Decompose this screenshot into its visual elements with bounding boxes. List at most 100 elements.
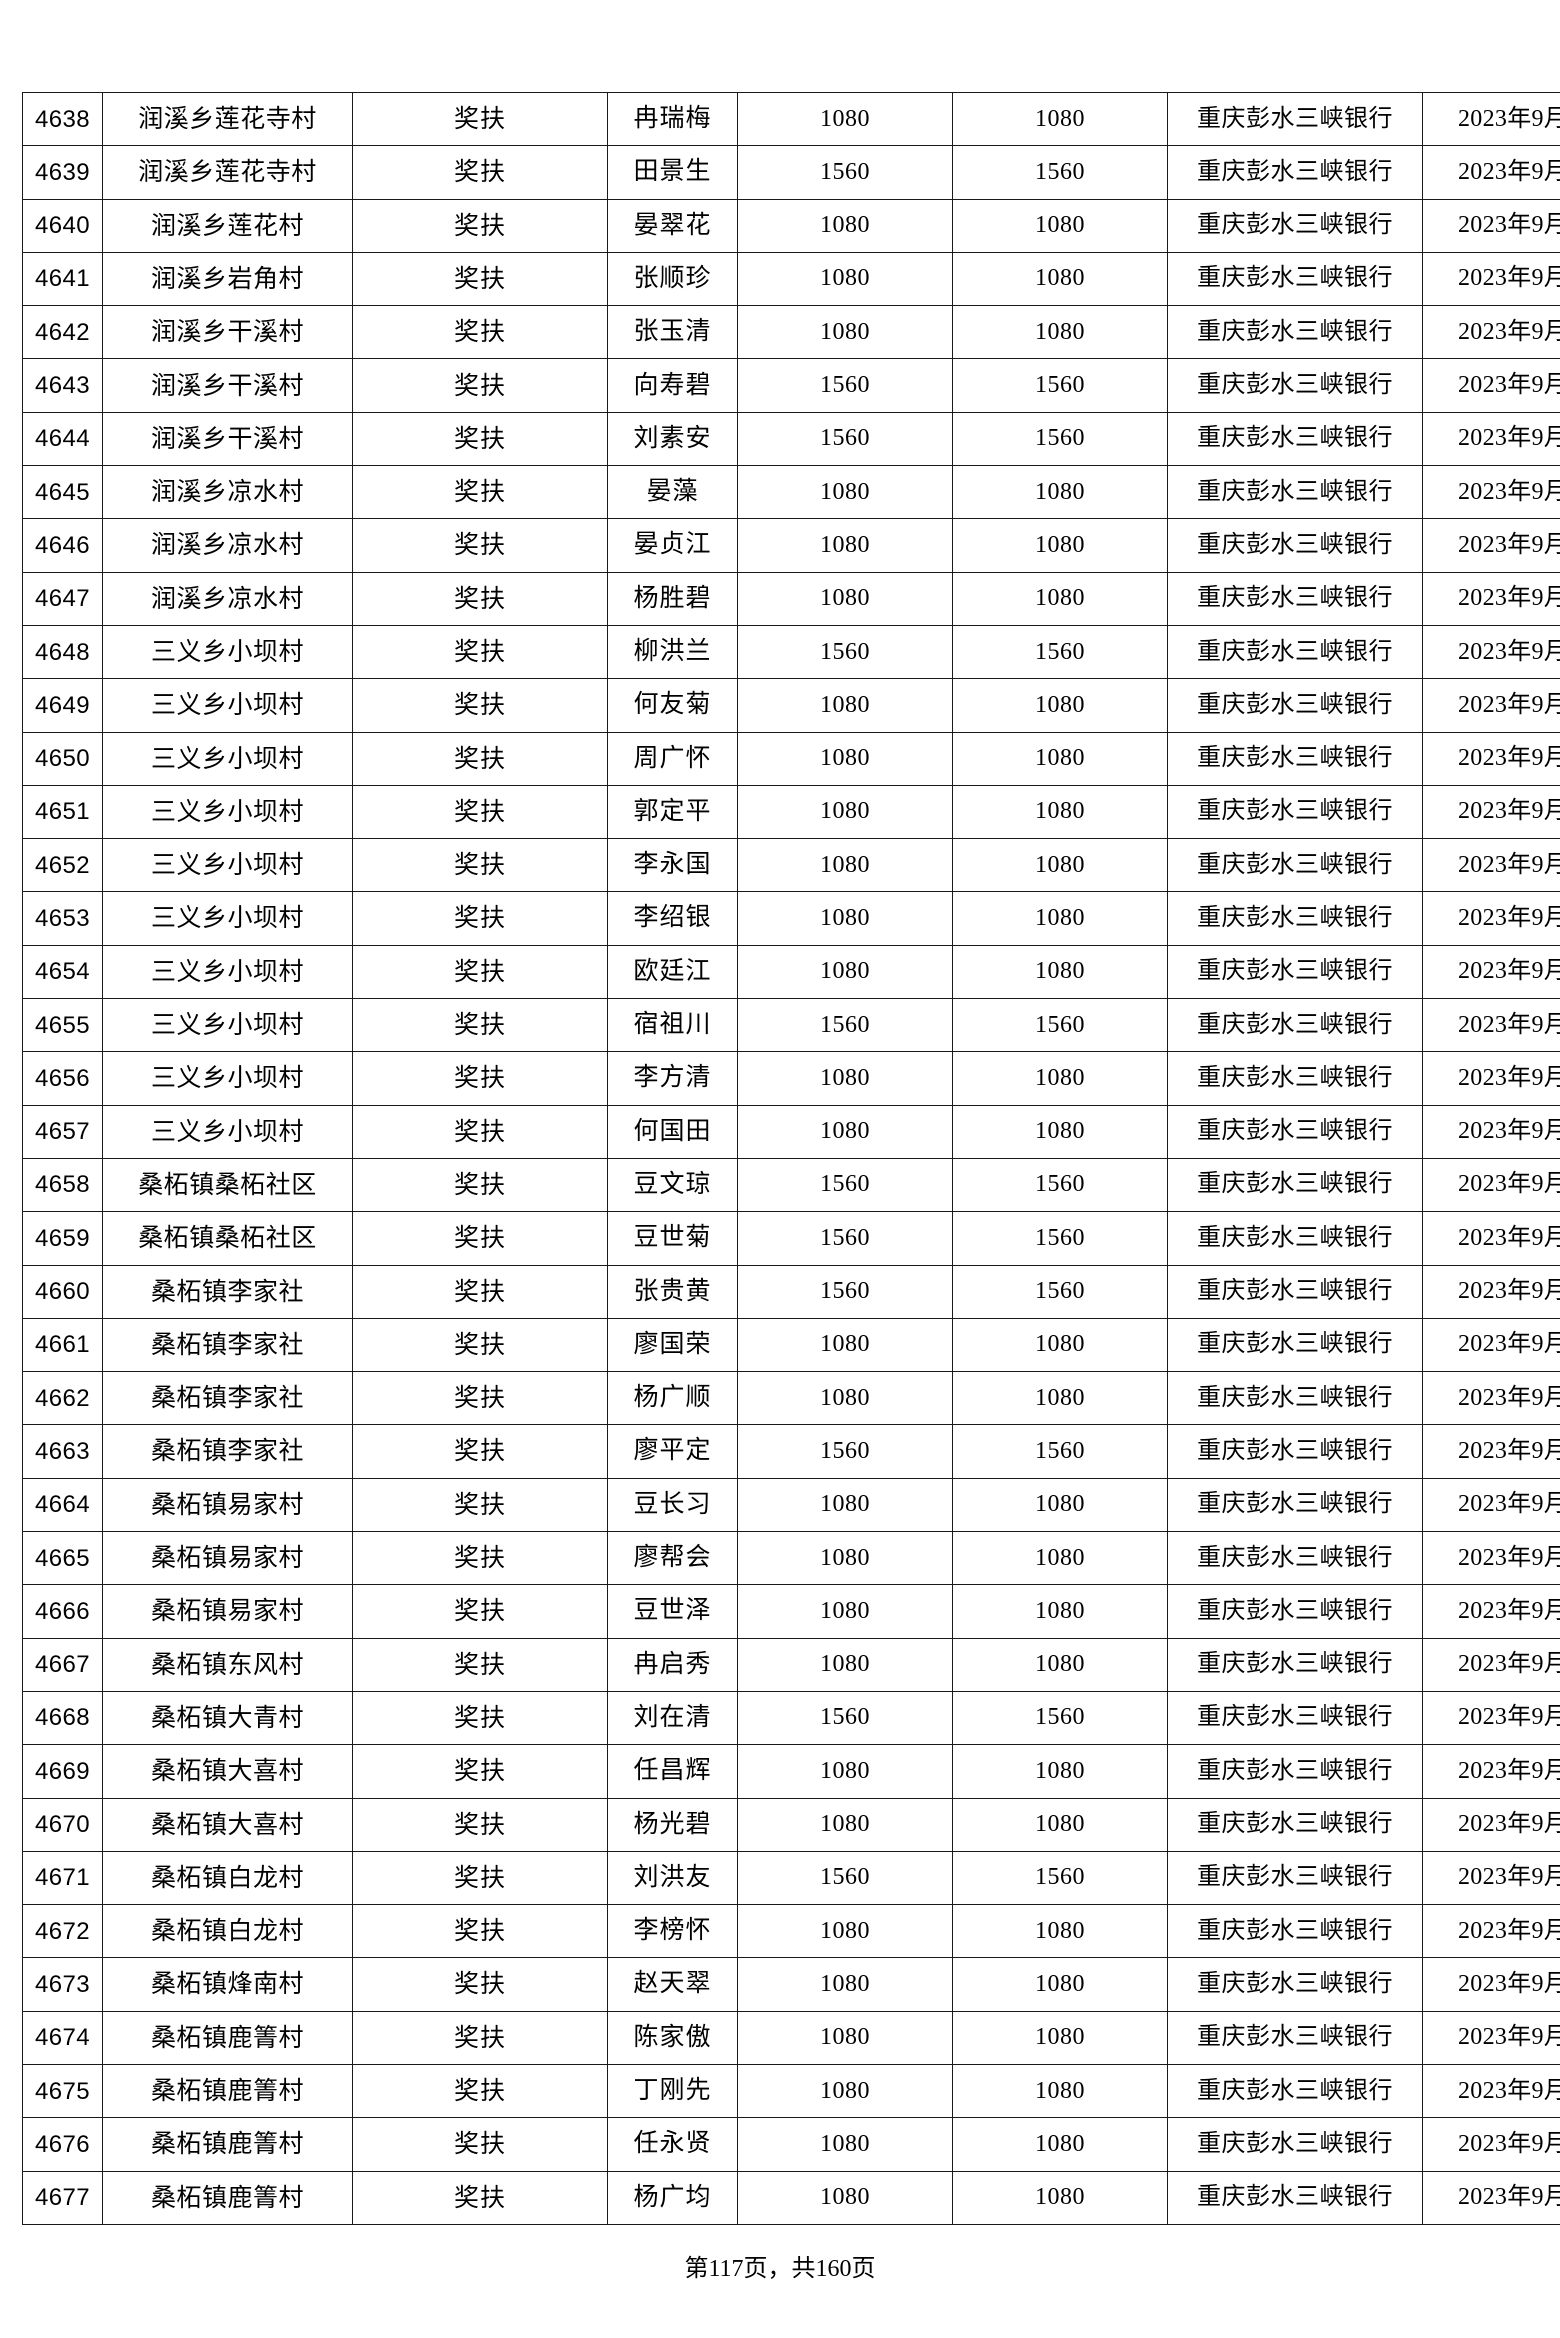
cell-type: 奖扶: [352, 1424, 608, 1479]
cell-name: 晏翠花: [607, 198, 738, 253]
cell-name: 豆世泽: [607, 1584, 738, 1639]
cell-name: 赵天翠: [607, 1957, 738, 2012]
cell-name: 何友菊: [607, 678, 738, 733]
cell-amount-1: 1560: [737, 1211, 953, 1266]
cell-amount-2: 1560: [952, 358, 1168, 413]
cell-bank: 重庆彭水三峡银行: [1167, 1371, 1423, 1426]
cell-amount-2: 1560: [952, 1211, 1168, 1266]
cell-village: 三义乡小坝村: [102, 998, 353, 1053]
cell-bank: 重庆彭水三峡银行: [1167, 1850, 1423, 1906]
table-row: 4644润溪乡干溪村奖扶刘素安15601560重庆彭水三峡银行2023年9月28…: [22, 411, 1560, 467]
cell-village: 三义乡小坝村: [102, 944, 353, 1000]
cell-name: 杨胜碧: [607, 571, 738, 626]
cell-name: 丁刚先: [607, 2063, 738, 2119]
cell-village: 润溪乡莲花寺村: [102, 145, 353, 200]
cell-seq: 4657: [22, 1104, 103, 1159]
table-row: 4662桑柘镇李家社奖扶杨广顺10801080重庆彭水三峡银行2023年9月28…: [22, 1371, 1560, 1426]
subsidy-table-container: 4638润溪乡莲花寺村奖扶冉瑞梅10801080重庆彭水三峡银行2023年9月2…: [22, 91, 1560, 2225]
table-row: 4672桑柘镇白龙村奖扶李榜怀10801080重庆彭水三峡银行2023年9月28…: [22, 1904, 1560, 1959]
cell-seq: 4665: [22, 1531, 103, 1586]
cell-seq: 4640: [22, 198, 103, 253]
cell-type: 奖扶: [352, 1104, 608, 1159]
cell-seq: 4667: [22, 1637, 103, 1692]
cell-bank: 重庆彭水三峡银行: [1167, 838, 1423, 893]
cell-village: 润溪乡干溪村: [102, 305, 353, 360]
cell-village: 润溪乡凉水村: [102, 571, 353, 626]
cell-date: 2023年9月28日: [1422, 1211, 1560, 1266]
cell-name: 豆文琼: [607, 1157, 738, 1213]
cell-village: 桑柘镇李家社: [102, 1424, 353, 1479]
cell-amount-1: 1080: [737, 91, 953, 147]
cell-amount-2: 1560: [952, 145, 1168, 200]
cell-seq: 4675: [22, 2063, 103, 2119]
cell-name: 宿祖川: [607, 998, 738, 1053]
cell-amount-2: 1560: [952, 1264, 1168, 1319]
cell-type: 奖扶: [352, 838, 608, 893]
cell-seq: 4670: [22, 1797, 103, 1852]
cell-amount-2: 1080: [952, 2010, 1168, 2065]
cell-amount-2: 1560: [952, 1424, 1168, 1479]
cell-name: 柳洪兰: [607, 624, 738, 680]
cell-village: 润溪乡莲花寺村: [102, 91, 353, 147]
cell-village: 桑柘镇大青村: [102, 1690, 353, 1746]
table-row: 4665桑柘镇易家村奖扶廖帮会10801080重庆彭水三峡银行2023年9月28…: [22, 1531, 1560, 1586]
cell-date: 2023年9月28日: [1422, 1264, 1560, 1319]
cell-type: 奖扶: [352, 305, 608, 360]
cell-bank: 重庆彭水三峡银行: [1167, 624, 1423, 680]
cell-name: 何国田: [607, 1104, 738, 1159]
cell-village: 三义乡小坝村: [102, 624, 353, 680]
cell-name: 任昌辉: [607, 1744, 738, 1799]
cell-seq: 4669: [22, 1744, 103, 1799]
cell-date: 2023年9月28日: [1422, 784, 1560, 840]
cell-seq: 4661: [22, 1317, 103, 1373]
cell-type: 奖扶: [352, 465, 608, 520]
table-row: 4671桑柘镇白龙村奖扶刘洪友15601560重庆彭水三峡银行2023年9月28…: [22, 1850, 1560, 1906]
cell-village: 润溪乡干溪村: [102, 358, 353, 413]
cell-type: 奖扶: [352, 678, 608, 733]
cell-bank: 重庆彭水三峡银行: [1167, 305, 1423, 360]
table-row: 4659桑柘镇桑柘社区奖扶豆世菊15601560重庆彭水三峡银行2023年9月2…: [22, 1211, 1560, 1266]
cell-amount-1: 1080: [737, 1584, 953, 1639]
table-row: 4663桑柘镇李家社奖扶廖平定15601560重庆彭水三峡银行2023年9月28…: [22, 1424, 1560, 1479]
table-row: 4666桑柘镇易家村奖扶豆世泽10801080重庆彭水三峡银行2023年9月28…: [22, 1584, 1560, 1639]
cell-amount-2: 1080: [952, 518, 1168, 573]
cell-amount-1: 1560: [737, 998, 953, 1053]
cell-village: 三义乡小坝村: [102, 838, 353, 893]
cell-seq: 4638: [22, 91, 103, 147]
table-row: 4650三义乡小坝村奖扶周广怀10801080重庆彭水三峡银行2023年9月28…: [22, 731, 1560, 786]
cell-village: 桑柘镇东风村: [102, 1637, 353, 1692]
cell-date: 2023年9月28日: [1422, 411, 1560, 467]
cell-name: 陈家傲: [607, 2010, 738, 2065]
cell-bank: 重庆彭水三峡银行: [1167, 2010, 1423, 2065]
cell-bank: 重庆彭水三峡银行: [1167, 1637, 1423, 1692]
cell-village: 三义乡小坝村: [102, 731, 353, 786]
table-row: 4653三义乡小坝村奖扶李绍银10801080重庆彭水三峡银行2023年9月28…: [22, 891, 1560, 946]
table-row: 4639润溪乡莲花寺村奖扶田景生15601560重庆彭水三峡银行2023年9月2…: [22, 145, 1560, 200]
cell-amount-2: 1560: [952, 998, 1168, 1053]
cell-seq: 4662: [22, 1371, 103, 1426]
cell-village: 桑柘镇鹿箐村: [102, 2170, 353, 2225]
cell-date: 2023年9月28日: [1422, 2010, 1560, 2065]
table-row: 4645润溪乡凉水村奖扶晏藻10801080重庆彭水三峡银行2023年9月28日: [22, 465, 1560, 520]
cell-amount-1: 1080: [737, 1104, 953, 1159]
cell-amount-2: 1560: [952, 624, 1168, 680]
cell-date: 2023年9月28日: [1422, 1584, 1560, 1639]
table-row: 4655三义乡小坝村奖扶宿祖川15601560重庆彭水三峡银行2023年9月28…: [22, 998, 1560, 1053]
cell-seq: 4673: [22, 1957, 103, 2012]
cell-amount-2: 1080: [952, 251, 1168, 307]
cell-seq: 4676: [22, 2117, 103, 2172]
cell-village: 桑柘镇鹿箐村: [102, 2010, 353, 2065]
cell-seq: 4648: [22, 624, 103, 680]
cell-type: 奖扶: [352, 358, 608, 413]
table-row: 4661桑柘镇李家社奖扶廖国荣10801080重庆彭水三峡银行2023年9月28…: [22, 1317, 1560, 1373]
cell-bank: 重庆彭水三峡银行: [1167, 998, 1423, 1053]
cell-village: 三义乡小坝村: [102, 678, 353, 733]
cell-bank: 重庆彭水三峡银行: [1167, 571, 1423, 626]
cell-amount-1: 1080: [737, 1797, 953, 1852]
cell-amount-1: 1080: [737, 465, 953, 520]
cell-type: 奖扶: [352, 1211, 608, 1266]
cell-date: 2023年9月28日: [1422, 518, 1560, 573]
cell-type: 奖扶: [352, 998, 608, 1053]
cell-village: 桑柘镇易家村: [102, 1477, 353, 1533]
cell-bank: 重庆彭水三峡银行: [1167, 518, 1423, 573]
